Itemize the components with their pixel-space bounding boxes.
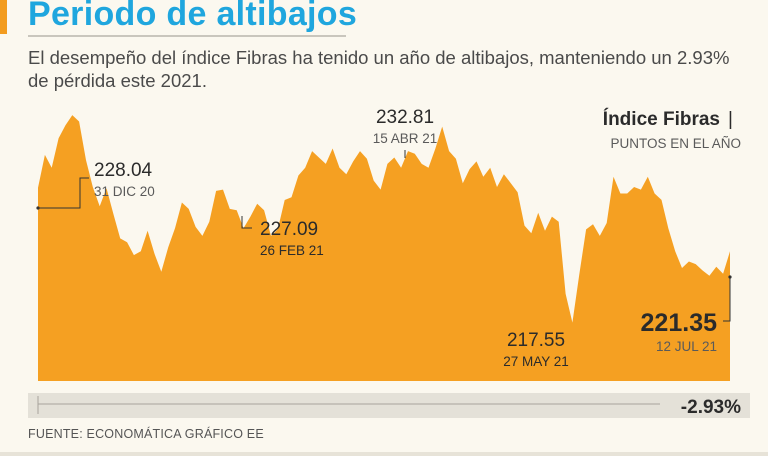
annotation-end: 221.35 12 JUL 21 [641, 275, 732, 354]
annotation-end-value: 221.35 [641, 309, 718, 337]
annotation-low: 217.55 27 MAY 21 [503, 330, 569, 369]
annotation-start-marker [36, 206, 40, 210]
annotation-end-marker [728, 275, 732, 279]
annotation-peak: 232.81 15 ABR 21 [373, 107, 438, 158]
change-percent-label: -2.93% [681, 397, 741, 418]
accent-bar [0, 0, 7, 34]
annotation-end-date: 12 JUL 21 [656, 339, 717, 354]
annotation-start-value: 228.04 [94, 160, 153, 181]
title-divider [28, 35, 346, 37]
annotation-start-date: 31 DIC 20 [94, 184, 155, 199]
area-series [38, 115, 730, 381]
annotation-low-date: 27 MAY 21 [503, 354, 569, 369]
annotation-peak-date: 15 ABR 21 [373, 131, 438, 146]
annotation-low-value: 217.55 [507, 330, 565, 351]
annotation-start: 228.04 31 DIC 20 [36, 160, 155, 210]
annotation-start-leader [38, 177, 89, 209]
legend-title-separator: | [728, 109, 733, 130]
annotation-feb-leader [241, 216, 252, 229]
legend-subtitle: PUNTOS EN EL AÑO [610, 136, 741, 151]
source-footer: FUENTE: ECONOMÁTICA GRÁFICO EE [28, 427, 264, 441]
annotation-feb-date: 26 FEB 21 [260, 243, 324, 258]
performance-track [28, 393, 750, 418]
page-subtitle: El desempeño del índice Fibras ha tenido… [28, 47, 730, 91]
annotation-peak-value: 232.81 [376, 107, 434, 128]
performance-bar: -2.93% [28, 393, 750, 418]
legend-title: Índice Fibras [603, 108, 720, 130]
bottom-border [0, 452, 768, 456]
annotation-feb: 227.09 26 FEB 21 [241, 216, 324, 258]
page-title: Periodo de altibajos [28, 0, 358, 33]
annotation-end-leader [723, 277, 731, 322]
annotation-feb-value: 227.09 [260, 219, 318, 240]
